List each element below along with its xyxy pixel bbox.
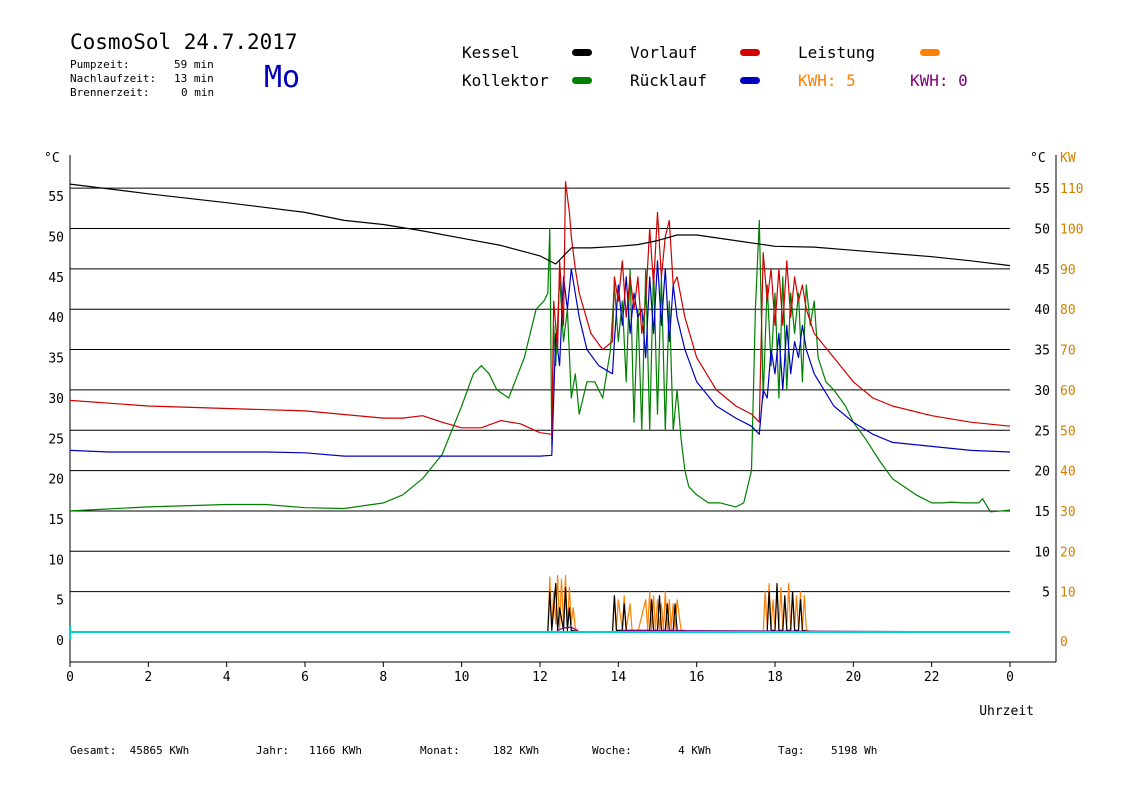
x-tick-label: 8 bbox=[379, 670, 387, 685]
y-tick-label-left: 5 bbox=[56, 594, 64, 609]
y-tick-label-right-c: 10 bbox=[1034, 545, 1050, 560]
y-tick-label-right-c: 50 bbox=[1034, 223, 1050, 238]
x-tick-label: 0 bbox=[1006, 670, 1014, 685]
y-tick-label-right-c: 35 bbox=[1034, 344, 1050, 359]
legend-ruecklauf: Rücklauf bbox=[630, 71, 708, 90]
legend-leistung: Leistung bbox=[798, 43, 876, 62]
y-tick-label-left: 10 bbox=[48, 553, 64, 568]
y-tick-label-left: 30 bbox=[48, 392, 64, 407]
weekday-label: Mo bbox=[264, 60, 301, 95]
series-line-kollektor bbox=[69, 219, 1011, 513]
y-tick-label-left: 15 bbox=[48, 513, 64, 528]
y-tick-label-right-kw: 70 bbox=[1060, 344, 1076, 359]
y-tick-label-right-kw: 0 bbox=[1060, 635, 1068, 650]
x-tick-label: 10 bbox=[454, 670, 470, 685]
x-tick-label: 20 bbox=[846, 670, 862, 685]
x-tick-label: 6 bbox=[301, 670, 309, 685]
x-tick-label: 0 bbox=[66, 670, 74, 685]
stat-label-brennerzeit: Brennerzeit: bbox=[70, 86, 150, 99]
series-line-kessel bbox=[69, 183, 1011, 267]
y-tick-label-right-kw: 90 bbox=[1060, 263, 1076, 278]
stat-label-pumpzeit: Pumpzeit: bbox=[70, 58, 130, 71]
y-tick-label-right-c: 15 bbox=[1034, 505, 1050, 520]
y-tick-label-right-c: 45 bbox=[1034, 263, 1050, 278]
series-line-ruecklauf bbox=[69, 260, 1011, 457]
y-tick-label-right-kw: 110 bbox=[1060, 182, 1083, 197]
footer-tag: Tag: 5198 Wh bbox=[778, 744, 878, 757]
legend-swatch-kessel bbox=[572, 49, 592, 56]
y-tick-label-right-kw: 30 bbox=[1060, 505, 1076, 520]
y-tick-label-right-kw: 60 bbox=[1060, 384, 1076, 399]
y-axis-unit-right-kw: KW bbox=[1060, 151, 1076, 166]
legend-swatch-kollektor bbox=[572, 77, 592, 84]
legend-kollektor: Kollektor bbox=[462, 71, 549, 90]
y-tick-label-left: 25 bbox=[48, 432, 64, 447]
y-tick-label-right-kw: 20 bbox=[1060, 545, 1076, 560]
legend-kessel: Kessel bbox=[462, 43, 520, 62]
footer-woche: Woche: 4 KWh bbox=[592, 744, 712, 757]
x-tick-label: 22 bbox=[924, 670, 940, 685]
series-line-kessel-power bbox=[70, 582, 1010, 633]
footer-jahr: Jahr: 1166 KWh bbox=[256, 744, 362, 757]
y-tick-label-left: 45 bbox=[48, 271, 64, 286]
legend-vorlauf: Vorlauf bbox=[630, 43, 698, 62]
y-tick-label-left: 0 bbox=[56, 634, 64, 649]
y-tick-label-right-c: 20 bbox=[1034, 465, 1050, 480]
y-tick-label-right-c: 55 bbox=[1034, 182, 1050, 197]
legend-swatch-leistung bbox=[920, 49, 940, 56]
y-tick-label-left: 35 bbox=[48, 352, 64, 367]
x-tick-label: 18 bbox=[767, 670, 783, 685]
chart-title: CosmoSol 24.7.2017 bbox=[70, 30, 298, 54]
x-tick-label: 16 bbox=[689, 670, 705, 685]
y-tick-label-right-kw: 50 bbox=[1060, 424, 1076, 439]
footer-gesamt: Gesamt: 45865 KWh bbox=[70, 744, 190, 757]
y-tick-label-right-c: 40 bbox=[1034, 303, 1050, 318]
y-tick-label-right-kw: 40 bbox=[1060, 465, 1076, 480]
legend-kwh-other: KWH: 0 bbox=[910, 71, 968, 90]
legend-swatch-vorlauf bbox=[740, 49, 760, 56]
y-tick-label-right-kw: 10 bbox=[1060, 586, 1076, 601]
y-tick-label-left: 40 bbox=[48, 311, 64, 326]
stat-value-pumpzeit: 59 min bbox=[174, 58, 214, 71]
footer-monat: Monat: 182 KWh bbox=[420, 744, 540, 757]
stat-label-nachlaufzeit: Nachlaufzeit: bbox=[70, 72, 157, 85]
y-axis-unit-left: °C bbox=[44, 151, 60, 166]
y-tick-label-right-kw: 80 bbox=[1060, 303, 1076, 318]
y-tick-label-right-kw: 100 bbox=[1060, 223, 1083, 238]
y-tick-label-left: 50 bbox=[48, 231, 64, 246]
series-line-leistung bbox=[70, 574, 1010, 633]
x-tick-label: 4 bbox=[223, 670, 231, 685]
y-tick-label-left: 55 bbox=[48, 190, 64, 205]
legend-kwh-leistung: KWH: 5 bbox=[798, 71, 856, 90]
x-tick-label: 2 bbox=[144, 670, 152, 685]
stat-value-brennerzeit: 0 min bbox=[181, 86, 215, 99]
legend-swatch-ruecklauf bbox=[740, 77, 760, 84]
series-line-vorlauf bbox=[69, 181, 1011, 435]
y-tick-label-right-c: 30 bbox=[1034, 384, 1050, 399]
y-axis-unit-right-c: °C bbox=[1030, 151, 1046, 166]
x-tick-label: 14 bbox=[611, 670, 627, 685]
x-axis-label: Uhrzeit bbox=[979, 704, 1034, 719]
y-tick-label-right-c: 25 bbox=[1034, 424, 1050, 439]
y-tick-label-right-c: 5 bbox=[1042, 586, 1050, 601]
x-tick-label: 12 bbox=[532, 670, 548, 685]
stat-value-nachlaufzeit: 13 min bbox=[174, 72, 214, 85]
y-tick-label-left: 20 bbox=[48, 473, 64, 488]
